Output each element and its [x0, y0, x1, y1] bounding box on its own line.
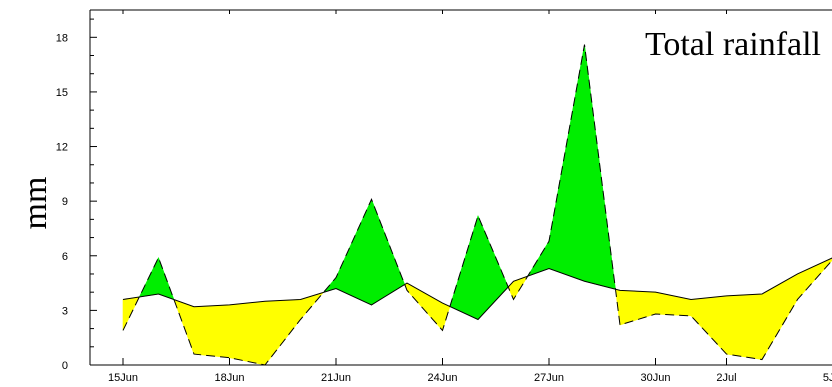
fill-area-above — [548, 44, 585, 282]
x-tick-label: 5Jul — [823, 372, 832, 384]
y-tick-label: 15 — [56, 87, 68, 99]
x-tick-label: 30Jun — [641, 372, 671, 384]
fill-area-above — [335, 199, 372, 306]
x-tick-label: 15Jun — [108, 372, 138, 384]
fill-area-below — [229, 300, 266, 366]
fill-area-below — [797, 257, 832, 301]
fill-area-below — [761, 273, 798, 361]
fill-area-above — [371, 199, 406, 306]
series-line-dashed — [122, 44, 832, 366]
fill-area-below — [406, 282, 443, 332]
chart-title: Total rainfall — [645, 26, 821, 63]
y-tick-label: 6 — [62, 251, 68, 263]
x-tick-label: 27Jun — [534, 372, 564, 384]
fill-area-below — [690, 295, 727, 355]
series-line-solid — [122, 257, 832, 321]
fill-area-below — [726, 293, 763, 360]
fill-area-above — [527, 240, 550, 277]
x-tick-label: 18Jun — [215, 372, 245, 384]
y-axis-label: mm — [17, 177, 54, 230]
y-tick-label: 0 — [62, 360, 68, 372]
y-tick-label: 3 — [62, 305, 68, 317]
y-tick-label: 18 — [56, 32, 68, 44]
axes — [89, 9, 832, 366]
x-tick-label: 21Jun — [321, 372, 351, 384]
fill-area-below — [264, 299, 301, 366]
y-tick-label: 12 — [56, 142, 68, 154]
y-ticks: 0 3 6 9 12 15 18 — [56, 18, 97, 372]
series-lines — [122, 44, 832, 366]
fill-area-above — [449, 215, 479, 320]
fill-area-below — [193, 304, 230, 359]
y-tick-label: 9 — [62, 196, 68, 208]
fill-area-below — [619, 290, 656, 326]
x-ticks: 15Jun 18Jun 21Jun 24Jun 27Jun 30Jun 2Jul 5Jul — [108, 10, 832, 384]
x-tick-label: 24Jun — [428, 372, 458, 384]
x-tick-label: 2Jul — [716, 372, 736, 384]
fill-areas — [122, 44, 832, 366]
